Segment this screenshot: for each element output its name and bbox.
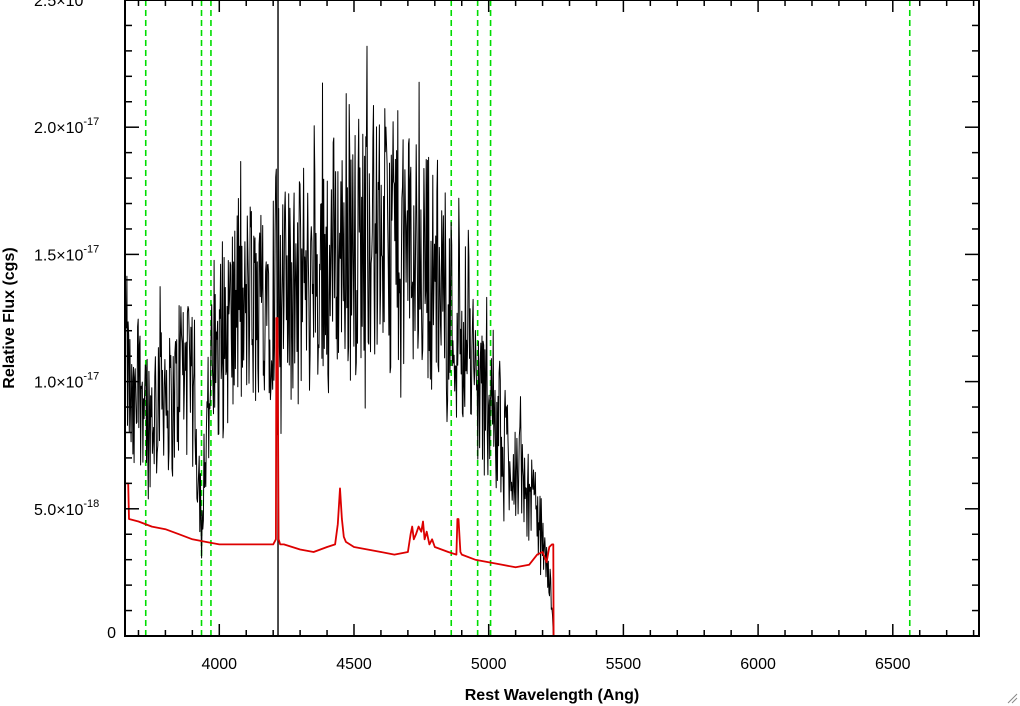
x-tick-label: 4500 <box>336 656 372 673</box>
y-tick-label: 0 <box>107 625 116 642</box>
y-tick-label: 5.0×10-18 <box>34 498 99 519</box>
x-tick-label: 4000 <box>201 656 237 673</box>
x-tick-label: 5000 <box>471 656 507 673</box>
y-tick-label: 2.5×10-17 <box>34 0 99 10</box>
y-axis-label: Relative Flux (cgs) <box>1 247 18 388</box>
x-tick-label: 6500 <box>875 656 911 673</box>
series-layer <box>125 45 979 636</box>
y-tick-label: 1.5×10-17 <box>34 243 99 264</box>
x-tick-label: 5500 <box>606 656 642 673</box>
y-tick-label: 1.0×10-17 <box>34 371 99 392</box>
spectrum-series-line <box>125 45 554 636</box>
y-tick-label: 2.0×10-17 <box>34 116 99 137</box>
error-series-line <box>126 317 979 636</box>
x-tick-label: 6000 <box>740 656 776 673</box>
y-tick-labels: 0 5.0×10-18 1.0×10-17 1.5×10-17 2.0×10-17 2.5… <box>34 0 116 642</box>
axis-ticks <box>125 0 979 637</box>
x-tick-labels: 4000 4500 5000 5500 6000 6500 <box>201 656 910 673</box>
plot-frame <box>124 0 980 637</box>
resize-grip-icon[interactable] <box>1006 692 1018 704</box>
x-axis-label: Rest Wavelength (Ang) <box>465 687 640 704</box>
